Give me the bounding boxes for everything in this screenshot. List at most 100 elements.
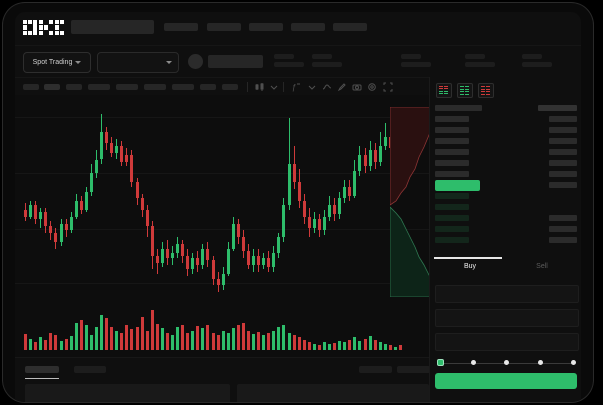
tab-order-history[interactable]: [74, 366, 106, 373]
submit-buy-button[interactable]: [435, 373, 577, 389]
orderbook-view-asks-icon[interactable]: [478, 83, 494, 98]
order-book-row[interactable]: [435, 226, 469, 232]
trendline-icon[interactable]: [322, 82, 332, 92]
candle-body: [206, 248, 210, 261]
order-book-row[interactable]: [435, 160, 469, 166]
amount-percent-slider[interactable]: [437, 359, 577, 367]
amount-input[interactable]: [435, 309, 579, 327]
price-chart[interactable]: [15, 95, 440, 357]
volume-bar: [307, 342, 311, 350]
price-input[interactable]: [435, 285, 579, 303]
orderbook-view-bids-icon[interactable]: [457, 83, 473, 98]
order-book-row[interactable]: [435, 149, 469, 155]
total-input[interactable]: [435, 333, 579, 351]
slider-node-75[interactable]: [538, 360, 543, 365]
search-input[interactable]: [71, 20, 154, 34]
candlestick-chart-icon[interactable]: [255, 82, 265, 92]
slider-node-50[interactable]: [504, 360, 509, 365]
active-tab-underline: [25, 378, 59, 379]
volume-bar: [170, 335, 174, 350]
order-book-selected-row[interactable]: [435, 180, 480, 191]
volume-bar: [226, 332, 230, 350]
candle-body: [24, 209, 28, 217]
fullscreen-icon[interactable]: [383, 82, 393, 92]
order-book-row[interactable]: [435, 127, 469, 133]
order-book-row[interactable]: [538, 105, 577, 111]
trading-pair-select[interactable]: [97, 52, 179, 73]
volume-bar: [34, 342, 38, 350]
camera-icon[interactable]: [352, 82, 362, 92]
volume-bar: [74, 322, 78, 350]
slider-node-0[interactable]: [437, 359, 444, 366]
candle-body: [231, 223, 235, 249]
order-book-row[interactable]: [435, 237, 469, 243]
order-book-row[interactable]: [549, 149, 577, 155]
order-book-row[interactable]: [435, 105, 482, 111]
candle-body: [302, 200, 306, 217]
stat-label: [274, 54, 294, 59]
candle-body: [226, 248, 230, 274]
candle-body: [363, 154, 367, 167]
order-book-row[interactable]: [549, 116, 577, 122]
drawing-pencil-icon[interactable]: [337, 82, 347, 92]
timeframe-5m[interactable]: [44, 84, 60, 90]
nav-item-5[interactable]: [333, 23, 367, 31]
order-book-row[interactable]: [549, 182, 577, 188]
tab-sell[interactable]: Sell: [536, 263, 548, 270]
order-book-row[interactable]: [549, 171, 577, 177]
timeframe-1m[interactable]: [23, 84, 39, 90]
nav-item-3[interactable]: [249, 23, 283, 31]
order-book-rows[interactable]: [430, 103, 581, 253]
order-book-row[interactable]: [435, 193, 469, 199]
order-book-row[interactable]: [549, 237, 577, 243]
order-book-row[interactable]: [549, 160, 577, 166]
orderbook-view-both-icon[interactable]: [436, 83, 452, 98]
bottom-action-1[interactable]: [359, 366, 392, 373]
candle-body: [74, 200, 78, 217]
order-book-row[interactable]: [435, 215, 469, 221]
volume-bar: [246, 330, 250, 350]
slider-node-100[interactable]: [571, 360, 576, 365]
nav-item-4[interactable]: [291, 23, 325, 31]
orders-panel: [15, 357, 430, 402]
settings-gear-icon[interactable]: [367, 82, 377, 92]
order-book-row[interactable]: [549, 138, 577, 144]
order-book-row[interactable]: [435, 138, 469, 144]
indicators-chevron-icon[interactable]: [307, 82, 317, 92]
timeframe-4h[interactable]: [116, 84, 138, 90]
timeframe-1d[interactable]: [144, 84, 166, 90]
order-book-row[interactable]: [435, 204, 469, 210]
candle-body: [100, 132, 104, 160]
candle-body: [34, 205, 38, 220]
okx-logo[interactable]: [23, 20, 64, 35]
volume-bar: [165, 332, 169, 350]
volume-bar: [312, 344, 316, 350]
tab-buy[interactable]: Buy: [463, 263, 477, 270]
candle-body: [115, 145, 119, 153]
timeframe-15m[interactable]: [66, 84, 82, 90]
bottom-action-2[interactable]: [397, 366, 430, 373]
tab-open-orders[interactable]: [25, 366, 59, 373]
order-book-row[interactable]: [549, 226, 577, 232]
timeframe-custom[interactable]: [222, 84, 238, 90]
volume-bar: [201, 328, 205, 350]
nav-item-1[interactable]: [164, 23, 198, 31]
chart-type-chevron-icon[interactable]: [269, 82, 279, 92]
volume-bar: [84, 324, 88, 350]
slider-node-25[interactable]: [471, 360, 476, 365]
timeframe-1h[interactable]: [88, 84, 110, 90]
volume-bar: [59, 340, 63, 350]
timeframe-more[interactable]: [200, 84, 216, 90]
timeframe-1w[interactable]: [172, 84, 194, 90]
order-book-row[interactable]: [435, 171, 469, 177]
spot-trading-selector[interactable]: Spot Trading: [23, 52, 91, 73]
candle-body: [69, 216, 73, 231]
order-book-row[interactable]: [435, 116, 469, 122]
candle-body: [216, 278, 220, 286]
indicators-icon[interactable]: ƒ: [291, 82, 301, 92]
stat-value: [312, 62, 342, 67]
orderbook-view-toggle: [436, 83, 494, 98]
order-book-row[interactable]: [549, 127, 577, 133]
nav-item-2[interactable]: [207, 23, 241, 31]
order-book-row[interactable]: [549, 215, 577, 221]
